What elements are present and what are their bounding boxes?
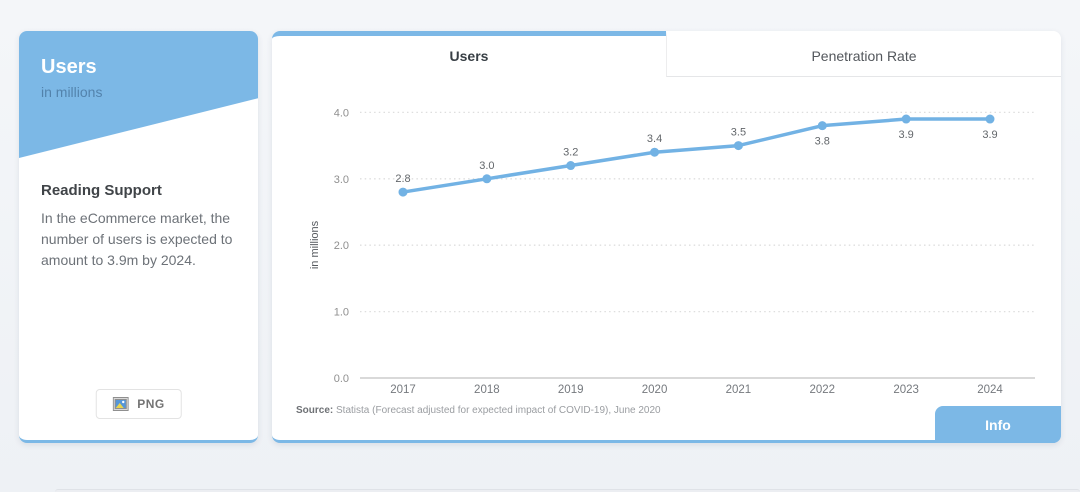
summary-title: Users [41,56,97,78]
source-label: Source: [296,405,334,416]
svg-text:2024: 2024 [977,384,1003,396]
info-button[interactable]: Info [935,406,1061,443]
reading-support-heading: Reading Support [41,182,162,199]
svg-text:2019: 2019 [558,384,584,396]
widget-stage: Users in millions Reading Support In the… [19,31,1061,443]
svg-text:2021: 2021 [726,384,752,396]
download-png-button[interactable]: PNG [95,389,182,419]
svg-text:3.4: 3.4 [647,133,662,145]
svg-text:3.8: 3.8 [815,136,830,148]
svg-text:3.0: 3.0 [479,160,494,172]
next-section-edge [55,489,1080,492]
svg-text:3.2: 3.2 [563,147,578,159]
reading-support-text: In the eCommerce market, the number of u… [41,210,233,268]
svg-text:3.9: 3.9 [982,129,997,141]
svg-text:in millions: in millions [309,220,321,269]
source-text: Statista (Forecast adjusted for expected… [333,405,661,416]
summary-card: Users in millions Reading Support In the… [19,31,258,443]
summary-subtitle: in millions [41,84,103,100]
summary-card-header: Users in millions [19,31,258,158]
svg-text:2.8: 2.8 [395,173,410,185]
source-note: Source: Statista (Forecast adjusted for … [296,405,1061,416]
image-icon [112,397,129,411]
svg-text:2022: 2022 [809,384,835,396]
svg-text:3.9: 3.9 [898,129,913,141]
download-png-label: PNG [137,397,165,411]
svg-text:0.0: 0.0 [334,373,349,385]
svg-text:3.0: 3.0 [334,174,349,186]
tab-users[interactable]: Users [272,31,666,77]
svg-text:3.5: 3.5 [731,127,746,139]
svg-text:2018: 2018 [474,384,500,396]
chart-card: Users Penetration Rate 0.0 1.0 2.0 3.0 4.0 in… [272,31,1061,443]
svg-text:1.0: 1.0 [334,307,349,319]
svg-text:2.0: 2.0 [334,240,349,252]
line-chart[interactable]: 0.0 1.0 2.0 3.0 4.0 in millions 2017 2018 2019 20… [272,79,1061,399]
svg-text:2023: 2023 [893,384,919,396]
summary-body: Reading Support In the eCommerce market,… [19,158,258,271]
tab-penetration-rate[interactable]: Penetration Rate [666,31,1061,77]
tab-bar: Users Penetration Rate [272,31,1061,77]
svg-text:2020: 2020 [642,384,668,396]
svg-text:2017: 2017 [390,384,416,396]
svg-text:4.0: 4.0 [334,107,349,119]
